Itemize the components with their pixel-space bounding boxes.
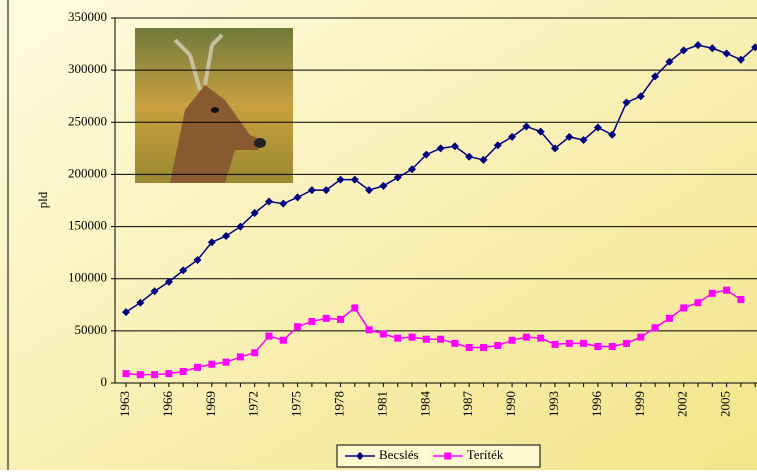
data-point <box>623 340 630 347</box>
legend: Becslés Teríték <box>337 445 540 467</box>
data-point <box>509 337 516 344</box>
data-point <box>266 333 273 340</box>
data-point <box>466 344 473 351</box>
chart: pld 0 50000 100000 150000 200000 250000 300000… <box>0 0 757 470</box>
data-point <box>695 299 702 306</box>
data-point <box>165 370 172 377</box>
data-point <box>123 370 130 377</box>
x-tick-label: 1984 <box>417 391 432 418</box>
data-point <box>394 335 401 342</box>
x-tick-label: 1963 <box>117 391 132 417</box>
x-tick-label: 2005 <box>718 391 733 417</box>
x-tick-label: 1987 <box>460 391 475 418</box>
x-tick-label: 1966 <box>160 391 175 418</box>
data-point <box>308 318 315 325</box>
data-point <box>737 296 744 303</box>
x-tick-label: 2002 <box>675 391 690 417</box>
data-point <box>680 304 687 311</box>
x-tick-label: 1996 <box>589 391 604 418</box>
x-tick-label: 1990 <box>503 391 518 417</box>
y-tick-label: 250000 <box>68 113 107 128</box>
data-point <box>223 359 230 366</box>
data-point <box>723 287 730 294</box>
y-tick-label: 100000 <box>68 270 107 285</box>
data-point <box>451 340 458 347</box>
x-tick-label: 1975 <box>289 391 304 417</box>
data-point <box>537 335 544 342</box>
data-point <box>523 334 530 341</box>
data-point <box>194 364 201 371</box>
y-tick-label: 200000 <box>68 165 107 180</box>
data-point <box>423 336 430 343</box>
data-point <box>709 290 716 297</box>
data-point <box>652 324 659 331</box>
data-point <box>580 340 587 347</box>
data-point <box>409 334 416 341</box>
x-tick-label: 1993 <box>546 391 561 417</box>
y-axis-label: pld <box>35 191 50 208</box>
y-tick-label: 50000 <box>75 322 108 337</box>
data-point <box>380 330 387 337</box>
data-point <box>609 343 616 350</box>
data-point <box>494 342 501 349</box>
data-point <box>437 336 444 343</box>
data-point <box>251 349 258 356</box>
data-point <box>337 316 344 323</box>
x-tick-label: 1972 <box>246 391 261 417</box>
data-point <box>208 361 215 368</box>
data-point <box>237 353 244 360</box>
y-tick-label: 150000 <box>68 218 107 233</box>
y-tick-label: 0 <box>101 374 108 389</box>
data-point <box>366 326 373 333</box>
legend-label: Teríték <box>467 447 504 462</box>
data-point <box>480 344 487 351</box>
data-point <box>552 341 559 348</box>
data-point <box>151 371 158 378</box>
y-tick-label: 300000 <box>68 61 107 76</box>
data-point <box>566 340 573 347</box>
data-point <box>594 343 601 350</box>
data-point <box>180 368 187 375</box>
data-point <box>637 334 644 341</box>
y-tick-label: 350000 <box>68 9 107 24</box>
x-tick-label: 1969 <box>203 391 218 417</box>
data-point <box>444 453 451 460</box>
page: pld 0 50000 100000 150000 200000 250000 300000… <box>0 0 757 470</box>
data-point <box>137 371 144 378</box>
data-point <box>294 323 301 330</box>
data-point <box>323 315 330 322</box>
deer-photo <box>135 28 293 183</box>
x-tick-label: 1981 <box>374 391 389 417</box>
x-tick-label: 1978 <box>331 391 346 417</box>
legend-label: Becslés <box>379 447 419 462</box>
x-tick-label: 1999 <box>632 391 647 417</box>
data-point <box>351 304 358 311</box>
data-point <box>666 315 673 322</box>
data-point <box>280 337 287 344</box>
